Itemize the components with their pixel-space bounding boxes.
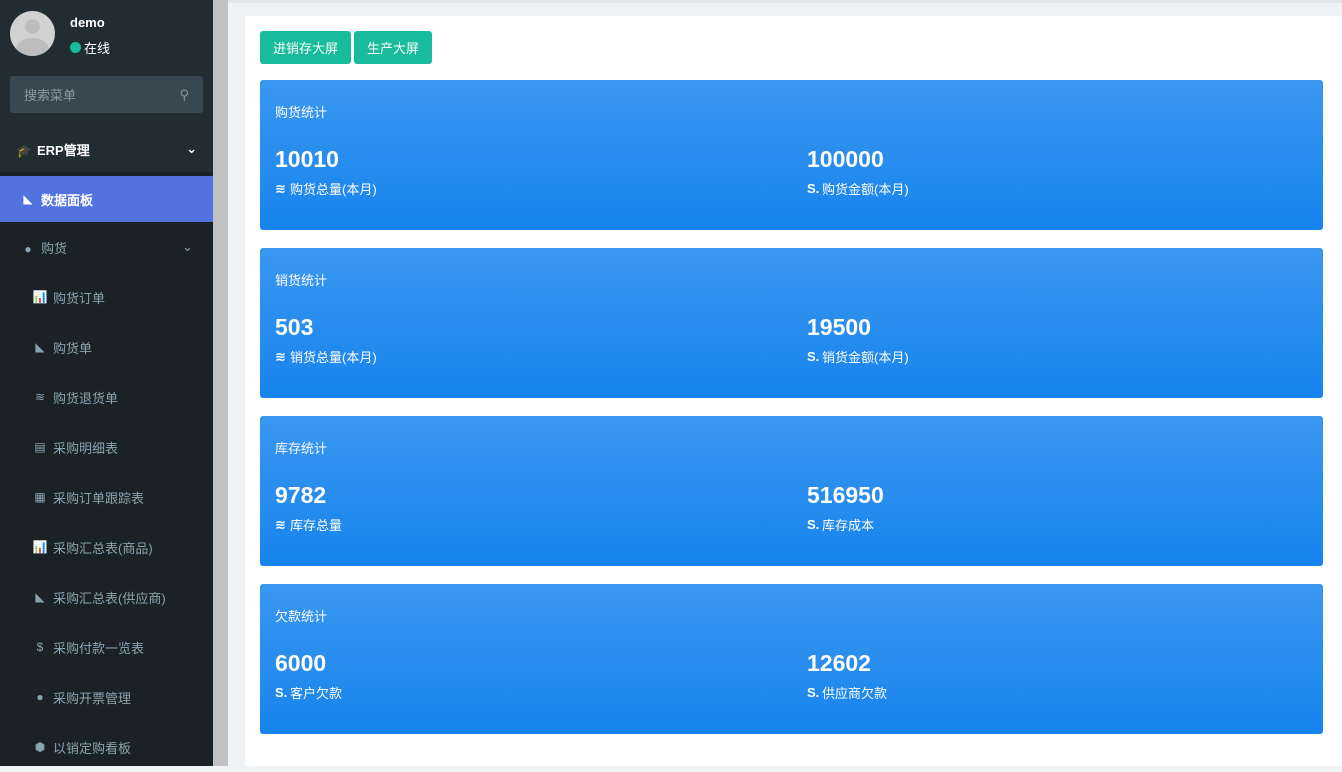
- erp-big-screen-button[interactable]: 进销存大屏: [260, 31, 352, 64]
- sidebar-group-purchase[interactable]: ● 购货 ⌄: [0, 222, 213, 272]
- stat-value: 100000: [807, 146, 884, 172]
- user-status: 在线: [70, 38, 110, 57]
- item-label: 采购开票管理: [53, 690, 132, 706]
- money-icon: S.: [807, 349, 820, 364]
- stat-left: 6000 S. 客户欠款: [275, 650, 342, 702]
- database-icon: ≋: [34, 390, 46, 404]
- stat-left: 9782 ≋ 库存总量: [275, 482, 342, 534]
- sidebar-item-dashboard[interactable]: ◣ 数据面板: [0, 176, 213, 222]
- menu-search-input[interactable]: 搜索菜单 ⚲: [10, 76, 203, 113]
- avatar: [10, 11, 55, 56]
- item-label: 数据面板: [41, 192, 94, 208]
- database-icon: ≋: [275, 180, 286, 196]
- item-label: 采购汇总表(供应商): [53, 590, 166, 606]
- stat-card: 库存统计 9782 ≋ 库存总量 516950 S. 库存成本: [260, 416, 1323, 566]
- stat-left: 503 ≋ 销货总量(本月): [275, 314, 377, 366]
- area-chart-icon: ◣: [35, 340, 45, 354]
- sidebar-item[interactable]: $ 采购付款一览表: [0, 622, 213, 672]
- file-icon: ▤: [34, 440, 46, 454]
- stat-label: 供应商欠款: [822, 686, 888, 701]
- money-icon: S.: [807, 685, 820, 700]
- money-icon: S.: [807, 181, 820, 196]
- stat-right: 19500 S. 销货金额(本月): [807, 314, 909, 366]
- item-label: 购货订单: [53, 290, 106, 306]
- sidebar-section-erp[interactable]: 🎓 ERP管理 ⌄: [0, 126, 213, 176]
- graduation-cap-icon: 🎓: [16, 143, 32, 158]
- stat-label: 购货总量(本月): [290, 182, 377, 197]
- stat-label: 销货金额(本月): [822, 350, 909, 365]
- area-chart-icon: ◣: [23, 192, 33, 206]
- card-title: 欠款统计: [275, 609, 328, 624]
- section-label: ERP管理: [37, 142, 90, 158]
- item-label: 采购订单跟踪表: [53, 490, 145, 506]
- stat-label: 库存成本: [822, 518, 875, 533]
- stat-card: 销货统计 503 ≋ 销货总量(本月) 19500 S. 销货金额(本月): [260, 248, 1323, 398]
- cube-icon: ⬢: [34, 740, 46, 754]
- stat-card: 欠款统计 6000 S. 客户欠款 12602 S. 供应商欠款: [260, 584, 1323, 734]
- github-icon: ●: [24, 241, 32, 256]
- stat-value: 503: [275, 314, 314, 340]
- stat-value: 12602: [807, 650, 871, 676]
- sidebar: demo 在线 搜索菜单 ⚲ 🎓 ERP管理 ⌄ ◣ 数据面板 ● 购货 ⌄ 📊 购货订单 ◣ 购…: [0, 0, 213, 766]
- top-bar: [228, 0, 1342, 3]
- database-icon: ≋: [275, 516, 286, 532]
- bar-chart-icon: 📊: [32, 290, 48, 304]
- stat-label: 销货总量(本月): [290, 350, 377, 365]
- money-icon: S.: [275, 685, 288, 700]
- main-panel: 进销存大屏 生产大屏 购货统计 10010 ≋ 购货总量(本月) 100000 S. 购货金…: [245, 16, 1342, 766]
- production-big-screen-button[interactable]: 生产大屏: [354, 31, 433, 64]
- item-label: 以销定购看板: [53, 740, 132, 756]
- sidebar-item[interactable]: ◣ 购货单: [0, 322, 213, 372]
- stat-label: 客户欠款: [290, 686, 343, 701]
- dollar-icon: $: [36, 640, 44, 654]
- stat-left: 10010 ≋ 购货总量(本月): [275, 146, 377, 198]
- bar-chart-icon: 📊: [32, 540, 48, 554]
- card-title: 购货统计: [275, 105, 328, 120]
- sidebar-item[interactable]: ⬢ 以销定购看板: [0, 722, 213, 772]
- stat-value: 516950: [807, 482, 884, 508]
- stat-right: 100000 S. 购货金额(本月): [807, 146, 909, 198]
- status-text: 在线: [84, 41, 111, 56]
- sidebar-item[interactable]: ≋ 购货退货单: [0, 372, 213, 422]
- area-chart-icon: ◣: [35, 590, 45, 604]
- stat-right: 12602 S. 供应商欠款: [807, 650, 887, 702]
- search-icon[interactable]: ⚲: [179, 86, 189, 102]
- item-label: 采购汇总表(商品): [53, 540, 153, 556]
- sidebar-item[interactable]: 📊 采购汇总表(商品): [0, 522, 213, 572]
- user-name: demo: [70, 15, 105, 30]
- item-label: 购货单: [53, 340, 93, 356]
- sidebar-item[interactable]: ▦ 采购订单跟踪表: [0, 472, 213, 522]
- stat-label: 库存总量: [290, 518, 343, 533]
- building-icon: ▦: [34, 490, 46, 504]
- money-icon: S.: [807, 517, 820, 532]
- chevron-down-icon: ⌄: [182, 239, 193, 254]
- item-label: 采购付款一览表: [53, 640, 145, 656]
- database-icon: ≋: [275, 348, 286, 364]
- search-placeholder: 搜索菜单: [24, 88, 77, 103]
- user-panel: demo 在线: [0, 0, 213, 68]
- chevron-down-icon: ⌄: [186, 141, 197, 156]
- sidebar-item[interactable]: ▤ 采购明细表: [0, 422, 213, 472]
- item-label: 购货退货单: [53, 390, 119, 406]
- stat-value: 6000: [275, 650, 327, 676]
- compass-icon: ●: [36, 690, 44, 704]
- stat-right: 516950 S. 库存成本: [807, 482, 884, 534]
- sidebar-item[interactable]: ● 采购开票管理: [0, 672, 213, 722]
- sidebar-scrollbar[interactable]: [213, 0, 228, 766]
- stat-card: 购货统计 10010 ≋ 购货总量(本月) 100000 S. 购货金额(本月): [260, 80, 1323, 230]
- sidebar-item[interactable]: 📊 购货订单: [0, 272, 213, 322]
- sidebar-item[interactable]: ◣ 采购汇总表(供应商): [0, 572, 213, 622]
- card-title: 库存统计: [275, 441, 328, 456]
- card-title: 销货统计: [275, 273, 328, 288]
- group-label: 购货: [41, 240, 68, 256]
- item-label: 采购明细表: [53, 440, 119, 456]
- stat-value: 9782: [275, 482, 327, 508]
- stat-label: 购货金额(本月): [822, 182, 909, 197]
- online-dot-icon: [70, 42, 81, 53]
- stat-value: 10010: [275, 146, 339, 172]
- stat-value: 19500: [807, 314, 871, 340]
